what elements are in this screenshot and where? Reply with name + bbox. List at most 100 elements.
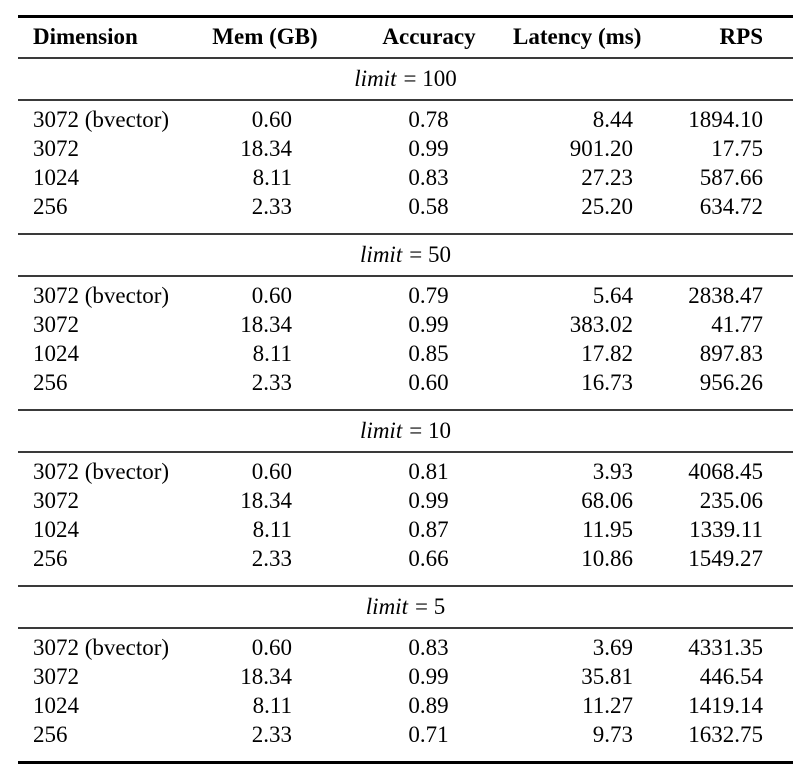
section-limit-10: limit = 10 3072 (bvector) 0.60 0.81 3.93 … xyxy=(18,410,793,586)
rps-cell: 1632.75 xyxy=(688,722,763,747)
benchmark-table-container: Dimension Mem (GB) Accuracy Latency (ms)… xyxy=(18,15,793,764)
dimension-cell: 256 xyxy=(33,194,68,219)
latency-cell: 11.27 xyxy=(582,693,633,718)
limit-label: limit = 10 xyxy=(18,410,793,452)
accuracy-cell: 0.99 xyxy=(408,312,449,337)
latency-cell: 27.23 xyxy=(581,165,633,190)
latency-cell: 3.93 xyxy=(592,459,633,484)
section-limit-5: limit = 5 3072 (bvector) 0.60 0.83 3.69 4… xyxy=(18,586,793,763)
col-header-latency-ms: Latency (ms) xyxy=(513,24,642,49)
latency-cell: 10.86 xyxy=(581,546,633,571)
limit-variable: limit xyxy=(354,66,397,91)
dimension-cell: 3072 xyxy=(33,664,79,689)
limit-label: limit = 5 xyxy=(18,586,793,628)
section-limit-50: limit = 50 3072 (bvector) 0.60 0.79 5.64 … xyxy=(18,234,793,410)
limit-value: = 10 xyxy=(409,418,451,443)
limit-value: = 5 xyxy=(414,594,446,619)
rps-cell: 897.83 xyxy=(699,341,763,366)
accuracy-cell: 0.81 xyxy=(408,459,449,484)
table-row: 1024 8.11 0.83 27.23 587.66 xyxy=(18,163,793,192)
dimension-cell: 3072 (bvector) xyxy=(33,459,170,484)
mem-cell: 2.33 xyxy=(251,546,292,571)
rps-cell: 2838.47 xyxy=(688,283,763,308)
table-row: 3072 18.34 0.99 35.81 446.54 xyxy=(18,662,793,691)
limit-variable: limit xyxy=(360,418,403,443)
col-header-accuracy: Accuracy xyxy=(382,24,476,49)
table-row: 3072 (bvector) 0.60 0.81 3.93 4068.45 xyxy=(18,452,793,486)
table-row: 1024 8.11 0.87 11.95 1339.11 xyxy=(18,515,793,544)
dimension-cell: 1024 xyxy=(33,517,79,542)
mem-cell: 18.34 xyxy=(240,136,292,161)
mem-cell: 2.33 xyxy=(251,194,292,219)
dimension-cell: 3072 xyxy=(33,312,79,337)
mem-cell: 8.11 xyxy=(252,517,292,542)
latency-cell: 8.44 xyxy=(592,107,633,132)
rps-cell: 1419.14 xyxy=(688,693,763,718)
table-row: 3072 18.34 0.99 383.02 41.77 xyxy=(18,310,793,339)
mem-cell: 2.33 xyxy=(251,722,292,747)
latency-cell: 901.20 xyxy=(569,136,633,161)
rps-cell: 1339.11 xyxy=(689,517,763,542)
rps-cell: 587.66 xyxy=(699,165,763,190)
mem-cell: 2.33 xyxy=(251,370,292,395)
dimension-cell: 3072 (bvector) xyxy=(33,283,170,308)
accuracy-cell: 0.99 xyxy=(408,488,449,513)
dimension-cell: 1024 xyxy=(33,165,79,190)
header-row: Dimension Mem (GB) Accuracy Latency (ms)… xyxy=(18,17,793,58)
accuracy-cell: 0.66 xyxy=(408,546,449,571)
section-limit-100: limit = 100 3072 (bvector) 0.60 0.78 8.44… xyxy=(18,58,793,234)
accuracy-cell: 0.83 xyxy=(408,635,449,660)
limit-label: limit = 100 xyxy=(18,58,793,100)
latency-cell: 25.20 xyxy=(581,194,633,219)
rps-cell: 1549.27 xyxy=(688,546,763,571)
dimension-cell: 1024 xyxy=(33,693,79,718)
table-row: 1024 8.11 0.89 11.27 1419.14 xyxy=(18,691,793,720)
table-header: Dimension Mem (GB) Accuracy Latency (ms)… xyxy=(18,17,793,58)
dimension-cell: 3072 xyxy=(33,488,79,513)
section-header-row: limit = 100 xyxy=(18,58,793,100)
accuracy-cell: 0.71 xyxy=(408,722,449,747)
accuracy-cell: 0.99 xyxy=(408,664,449,689)
latency-cell: 16.73 xyxy=(581,370,633,395)
latency-cell: 9.73 xyxy=(592,722,633,747)
mem-cell: 8.11 xyxy=(252,693,292,718)
latency-cell: 68.06 xyxy=(581,488,633,513)
table-row: 3072 (bvector) 0.60 0.79 5.64 2838.47 xyxy=(18,276,793,310)
dimension-cell: 3072 (bvector) xyxy=(33,107,170,132)
accuracy-cell: 0.83 xyxy=(408,165,449,190)
mem-cell: 18.34 xyxy=(240,664,292,689)
limit-label: limit = 50 xyxy=(18,234,793,276)
table-row: 256 2.33 0.58 25.20 634.72 xyxy=(18,192,793,234)
rps-cell: 1894.10 xyxy=(688,107,763,132)
table-row: 256 2.33 0.66 10.86 1549.27 xyxy=(18,544,793,586)
accuracy-cell: 0.87 xyxy=(408,517,449,542)
limit-variable: limit xyxy=(360,242,403,267)
dimension-cell: 256 xyxy=(33,546,68,571)
accuracy-cell: 0.60 xyxy=(408,370,449,395)
section-header-row: limit = 5 xyxy=(18,586,793,628)
mem-cell: 0.60 xyxy=(251,107,292,132)
accuracy-cell: 0.89 xyxy=(408,693,449,718)
rps-cell: 956.26 xyxy=(699,370,763,395)
dimension-cell: 3072 (bvector) xyxy=(33,635,170,660)
latency-cell: 35.81 xyxy=(581,664,633,689)
rps-cell: 235.06 xyxy=(699,488,763,513)
rps-cell: 17.75 xyxy=(711,136,763,161)
mem-cell: 18.34 xyxy=(240,312,292,337)
col-header-dimension: Dimension xyxy=(33,24,138,49)
mem-cell: 8.11 xyxy=(252,341,292,366)
table-row: 3072 18.34 0.99 68.06 235.06 xyxy=(18,486,793,515)
latency-cell: 383.02 xyxy=(569,312,633,337)
dimension-cell: 256 xyxy=(33,370,68,395)
col-header-mem-gb: Mem (GB) xyxy=(212,24,318,49)
dimension-cell: 1024 xyxy=(33,341,79,366)
latency-cell: 11.95 xyxy=(582,517,633,542)
table-row: 3072 (bvector) 0.60 0.83 3.69 4331.35 xyxy=(18,628,793,662)
mem-cell: 18.34 xyxy=(240,488,292,513)
rps-cell: 446.54 xyxy=(699,664,763,689)
latency-cell: 17.82 xyxy=(581,341,633,366)
table-row: 256 2.33 0.71 9.73 1632.75 xyxy=(18,720,793,763)
benchmark-table: Dimension Mem (GB) Accuracy Latency (ms)… xyxy=(18,15,793,764)
rps-cell: 41.77 xyxy=(711,312,763,337)
table-row: 3072 (bvector) 0.60 0.78 8.44 1894.10 xyxy=(18,100,793,134)
